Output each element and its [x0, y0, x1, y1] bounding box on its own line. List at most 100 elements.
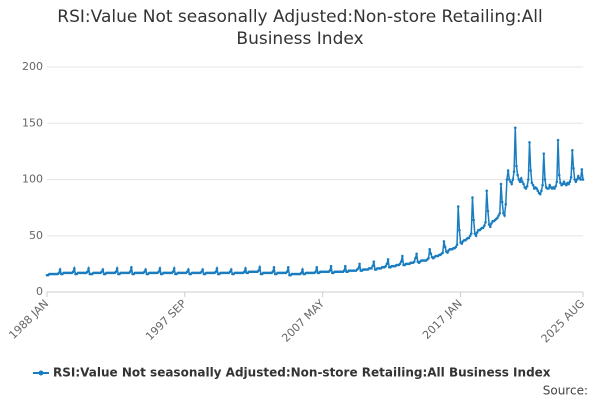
- point: [429, 252, 433, 256]
- point: [531, 183, 535, 187]
- point: [342, 269, 346, 272]
- point: [485, 189, 489, 193]
- point: [581, 178, 585, 181]
- point: [503, 214, 506, 217]
- point: [573, 178, 576, 181]
- point: [521, 180, 524, 184]
- point: [456, 205, 460, 208]
- point: [130, 265, 133, 269]
- point: [553, 187, 556, 190]
- point: [509, 180, 512, 184]
- point: [490, 222, 493, 225]
- point: [244, 267, 247, 270]
- point: [484, 220, 487, 224]
- point: [540, 189, 543, 193]
- point: [441, 251, 445, 254]
- point: [398, 262, 402, 266]
- point: [536, 189, 540, 193]
- y-tick-label: 200: [22, 60, 43, 73]
- y-tick-label: 50: [29, 229, 43, 242]
- point: [128, 270, 132, 274]
- point: [518, 180, 522, 184]
- point: [257, 269, 260, 272]
- point: [567, 182, 571, 186]
- point: [301, 268, 304, 271]
- x-tick-label: 2017 JAN: [420, 297, 465, 342]
- point: [458, 228, 461, 232]
- point: [172, 267, 176, 270]
- point: [486, 209, 490, 213]
- point: [58, 268, 62, 271]
- point: [556, 138, 560, 142]
- point: [471, 196, 474, 199]
- point: [579, 178, 582, 181]
- point: [443, 245, 447, 249]
- point: [554, 184, 557, 188]
- point: [527, 178, 530, 181]
- point: [498, 211, 502, 215]
- point: [215, 267, 219, 270]
- point: [488, 225, 492, 229]
- point: [528, 141, 531, 144]
- legend-label: RSI:Value Not seasonally Adjusted:Non-st…: [53, 366, 551, 380]
- point: [574, 180, 578, 184]
- y-tick-label: 0: [36, 285, 43, 298]
- point: [506, 169, 510, 172]
- point: [548, 183, 552, 187]
- point: [314, 270, 317, 274]
- point: [469, 232, 473, 235]
- point: [460, 242, 464, 245]
- point: [115, 267, 119, 270]
- point: [114, 270, 118, 274]
- point: [467, 236, 471, 240]
- point: [372, 260, 376, 263]
- point: [525, 184, 529, 188]
- point: [510, 182, 513, 186]
- point: [187, 268, 190, 271]
- point: [171, 270, 175, 274]
- point: [530, 181, 534, 185]
- point: [522, 182, 525, 186]
- point: [401, 254, 404, 258]
- point: [541, 183, 544, 187]
- point: [575, 178, 579, 181]
- point: [561, 182, 565, 186]
- point: [157, 270, 161, 274]
- point: [508, 178, 511, 181]
- point: [384, 264, 388, 268]
- point: [144, 268, 147, 271]
- point: [229, 268, 233, 271]
- x-tick-label: 1988 JAN: [6, 297, 51, 342]
- point: [487, 223, 491, 226]
- point: [315, 265, 319, 269]
- point: [472, 218, 475, 222]
- point: [300, 271, 303, 275]
- point: [557, 173, 561, 177]
- point: [516, 173, 519, 177]
- point: [201, 268, 204, 271]
- point: [538, 192, 542, 196]
- point: [580, 168, 584, 171]
- point: [428, 247, 431, 251]
- point: [569, 175, 573, 179]
- point: [427, 256, 430, 260]
- point: [455, 243, 459, 247]
- legend-marker: [38, 370, 44, 376]
- point: [214, 270, 218, 274]
- point: [496, 216, 499, 220]
- point: [258, 265, 262, 269]
- point: [543, 178, 547, 181]
- point: [228, 270, 232, 274]
- point: [505, 178, 509, 181]
- point: [242, 270, 246, 274]
- point: [415, 252, 418, 256]
- point: [483, 224, 486, 227]
- point: [517, 178, 521, 181]
- point: [535, 187, 538, 190]
- point: [357, 267, 360, 270]
- x-tick-label: 1997 SEP: [143, 297, 189, 343]
- point: [285, 270, 289, 274]
- point: [499, 182, 503, 186]
- point: [286, 265, 290, 269]
